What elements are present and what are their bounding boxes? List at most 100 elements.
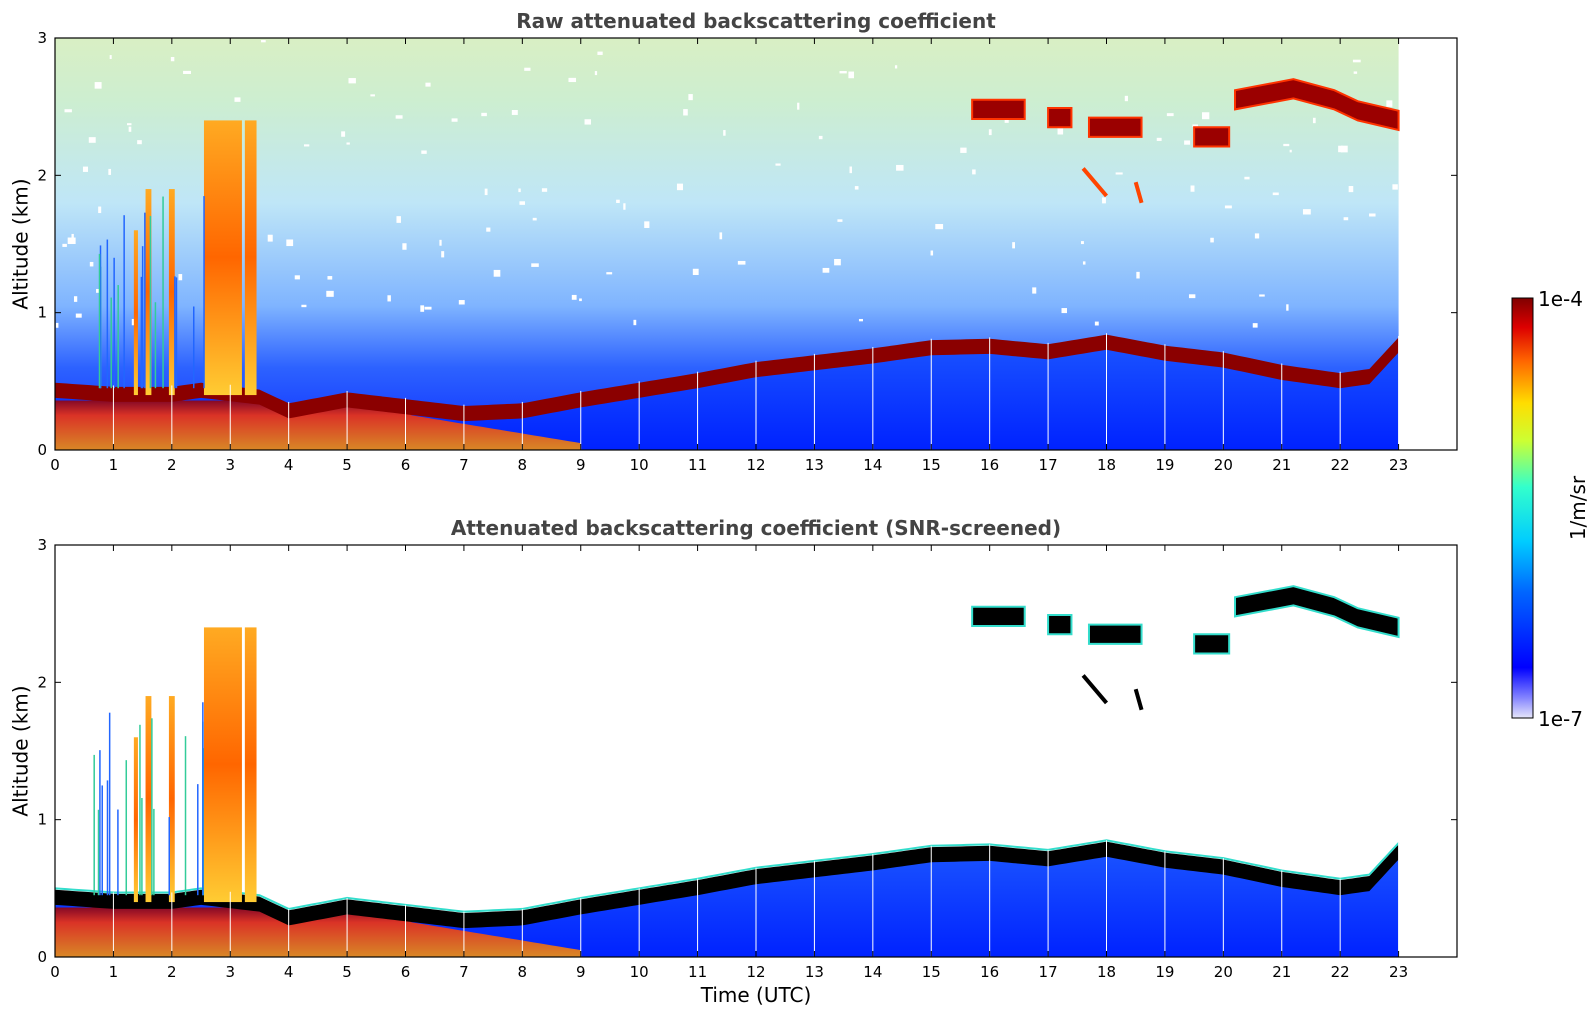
aerosol-streak: [99, 245, 102, 389]
y-tick-label: 0: [37, 948, 47, 966]
noise-speck: [616, 199, 620, 203]
noise-speck: [421, 150, 427, 154]
x-tick-label: 14: [863, 456, 882, 474]
colorbar-gradient: [1511, 297, 1534, 719]
noise-speck: [531, 263, 539, 267]
plot-area: [54, 585, 1400, 957]
noise-speck: [73, 296, 78, 302]
noise-speck: [606, 272, 613, 275]
aerosol-streak: [93, 754, 95, 896]
x-tick-label: 3: [225, 963, 235, 981]
noise-speck: [822, 267, 830, 273]
x-tick-label: 16: [980, 456, 999, 474]
aerosol-streak: [175, 277, 178, 389]
y-axis: 0 1 2 3: [37, 29, 1457, 459]
y-tick-label: 3: [37, 536, 47, 554]
x-tick-label: 2: [167, 963, 177, 981]
aerosol-plume: [133, 737, 138, 903]
noise-speck: [402, 243, 407, 250]
aerosol-streak: [197, 784, 199, 896]
noise-speck: [294, 275, 300, 280]
x-tick-label: 19: [1155, 963, 1174, 981]
noise-speck: [723, 130, 726, 136]
noise-speck: [1094, 321, 1099, 326]
cloud-layer: [1193, 633, 1231, 655]
noise-speck: [346, 142, 350, 145]
aerosol-plume: [203, 120, 242, 396]
x-tick-label: 21: [1272, 963, 1291, 981]
noise-speck: [486, 227, 491, 232]
noise-speck: [988, 129, 992, 136]
aerosol-streak: [174, 276, 176, 389]
noise-speck: [676, 183, 683, 191]
panel-title: Raw attenuated backscattering coefficien…: [516, 9, 996, 33]
aerosol-streak: [141, 798, 143, 896]
noise-speck: [94, 82, 102, 89]
noise-speck: [451, 118, 458, 122]
noise-speck: [396, 216, 401, 223]
aerosol-streak: [192, 306, 195, 389]
noise-speck: [1210, 237, 1214, 243]
aerosol-streak: [125, 760, 128, 896]
noise-speck: [524, 67, 531, 71]
noise-speck: [484, 188, 488, 196]
noise-speck: [327, 276, 333, 280]
noise-speck: [848, 71, 855, 79]
aerosol-streak: [151, 718, 153, 896]
noise-speck: [849, 166, 852, 174]
noise-speck: [960, 147, 967, 153]
noise-speck: [424, 306, 432, 310]
noise-speck: [1124, 95, 1128, 102]
x-tick-label: 22: [1331, 963, 1350, 981]
x-tick-label: 0: [50, 456, 60, 474]
noise-speck: [1012, 242, 1016, 249]
near-surface-aerosol: [55, 907, 581, 957]
y-tick-label: 2: [37, 673, 47, 691]
x-tick-label: 22: [1331, 456, 1350, 474]
cloud-layer: [971, 605, 1026, 628]
noise-speck: [1201, 112, 1210, 120]
x-tick-label: 3: [225, 456, 235, 474]
noise-speck: [584, 119, 591, 125]
noise-speck: [797, 102, 800, 110]
x-tick-label: 17: [1039, 963, 1058, 981]
colorbar-unit-label: 1/m/sr: [1566, 475, 1590, 540]
noise-speck: [261, 40, 266, 43]
noise-speck: [1136, 271, 1140, 279]
noise-speck: [395, 115, 403, 119]
noise-speck: [341, 131, 346, 137]
noise-speck: [1289, 149, 1292, 153]
cloud-layer: [1087, 116, 1143, 138]
noise-speck: [1272, 192, 1279, 196]
noise-speck: [1343, 217, 1349, 221]
noise-speck: [1061, 308, 1067, 314]
noise-speck: [1338, 145, 1343, 153]
boundary-layer-top: [55, 334, 1399, 422]
noise-speck: [1156, 137, 1162, 141]
noise-speck: [1283, 143, 1290, 147]
noise-speck: [1348, 186, 1354, 193]
colorbar: 1e-4 1e-7 1/m/sr: [1511, 287, 1590, 731]
plot-area: [55, 38, 1400, 450]
x-tick-label: 0: [50, 963, 60, 981]
noise-speck: [1057, 128, 1064, 135]
noise-speck: [267, 234, 273, 242]
noise-speck: [286, 239, 294, 247]
noise-speck: [858, 318, 863, 322]
aerosol-streak: [139, 724, 141, 896]
noise-speck: [571, 294, 577, 300]
noise-speck: [1252, 323, 1258, 328]
noise-speck: [370, 94, 375, 97]
noise-speck: [1302, 209, 1311, 215]
y-tick-label: 1: [37, 811, 47, 829]
aerosol-plume: [145, 189, 152, 396]
noise-speck: [1340, 145, 1348, 153]
noise-speck: [568, 77, 577, 83]
noise-speck: [1312, 117, 1316, 124]
near-surface-aerosol: [55, 400, 581, 450]
x-tick-label: 11: [688, 963, 707, 981]
x-tick-label: 19: [1155, 456, 1174, 474]
noise-speck: [1392, 184, 1398, 190]
aerosol-streak: [140, 276, 143, 389]
noise-speck: [1244, 176, 1250, 180]
